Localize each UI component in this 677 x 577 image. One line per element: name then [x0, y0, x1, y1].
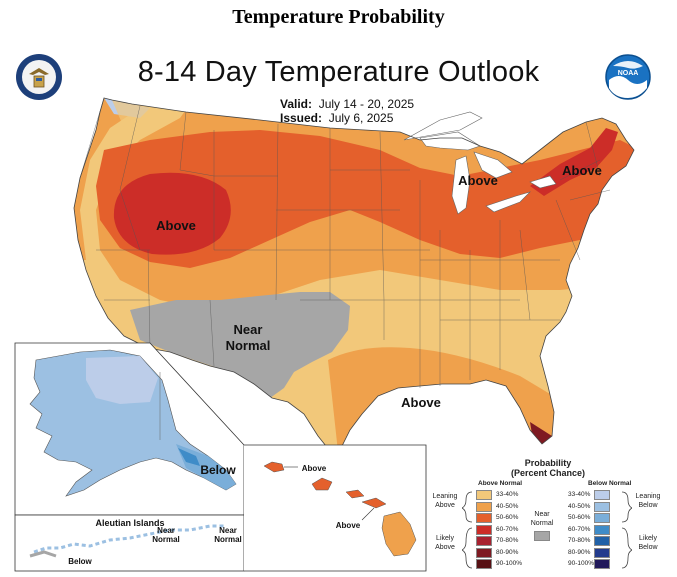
legend-above-brackets [462, 491, 473, 569]
legend-likely-above: Likely Above [435, 535, 455, 551]
legend-above-bin-label: 70-80% [496, 537, 519, 544]
legend-below-swatch [594, 524, 610, 535]
aleutian-inset: Aleutian Islands Near Normal Near Normal… [14, 514, 245, 572]
legend-below-bin-label: 90-100% [568, 560, 595, 567]
legend-above-swatch [476, 524, 492, 535]
legend-below-bin-label: 70-80% [568, 537, 591, 544]
label-west-above: Above [156, 218, 196, 233]
legend-below-swatch [594, 513, 610, 523]
legend-above-swatch [476, 547, 492, 558]
legend-below-swatch [594, 501, 610, 512]
hawaii-inset: Above Above [244, 444, 427, 572]
legend-leaning-above: Leaning Above [432, 493, 458, 509]
label-southwest-near: Near [234, 322, 263, 337]
label-aleutian-below: Below [68, 557, 92, 566]
legend-above-swatch [476, 490, 492, 500]
label-great-lakes-above: Above [458, 173, 498, 188]
legend-below-swatch [594, 559, 610, 569]
label-aleutian-near1-b: Normal [152, 535, 180, 544]
legend-above-bin-label: 40-50% [496, 502, 519, 510]
legend-above-bin-label: 33-40% [496, 491, 519, 498]
label-hawaii-above2: Above [336, 521, 361, 530]
label-aleutian-near2-b: Normal [214, 535, 242, 544]
map-title: 8-14 Day Temperature Outlook [137, 56, 540, 88]
legend-below-bin-label: 33-40% [568, 491, 591, 498]
legend-above-bin-label: 90-100% [496, 560, 523, 567]
valid-line: Valid: July 14 - 20, 2025 [280, 97, 415, 111]
page-header: Temperature Probability [232, 6, 445, 28]
legend-below-bin-label: 60-70% [568, 525, 591, 533]
legend-near-normal-label: Near Normal [530, 511, 554, 527]
legend-above-swatch [476, 513, 492, 523]
issued-line: Issued: July 6, 2025 [280, 111, 394, 125]
legend-above-swatch [476, 559, 492, 569]
legend-above-bin-label: 50-60% [496, 514, 519, 521]
noaa-logo: NOAA [605, 54, 651, 100]
legend-leaning-below: Leaning Below [635, 493, 661, 509]
legend-below-swatch [594, 490, 610, 500]
legend-below-swatch [594, 547, 610, 558]
label-alaska-below: Below [200, 463, 236, 477]
label-aleutian-near1-a: Near [157, 526, 175, 535]
svg-text:NOAA: NOAA [618, 70, 639, 77]
legend-below-swatch [594, 536, 610, 546]
label-southwest-normal: Normal [226, 338, 271, 353]
legend-below-brackets [621, 491, 632, 569]
label-aleutian-title: Aleutian Islands [95, 518, 164, 528]
legend-below-bin-label: 40-50% [568, 502, 591, 510]
legend-above-bin-label: 60-70% [496, 525, 519, 533]
label-gulf-above: Above [401, 395, 441, 410]
label-northeast-above: Above [562, 163, 602, 178]
legend-below-bin-label: 50-60% [568, 514, 591, 521]
legend-above-head: Above Normal [478, 480, 523, 487]
legend-below-head: Below Normal [588, 480, 632, 487]
legend-below-bin-label: 80-90% [568, 548, 591, 556]
legend-above-swatch [476, 536, 492, 546]
legend-title: Probability (Percent Chance) [510, 458, 586, 478]
label-hawaii-above1: Above [302, 464, 327, 473]
label-aleutian-near2-a: Near [219, 526, 237, 535]
legend-likely-below: Likely Below [638, 535, 658, 551]
legend: Probability (Percent Chance) Above Norma… [428, 450, 668, 574]
alaska-inset: Below [14, 342, 245, 516]
legend-above-swatch [476, 501, 492, 512]
legend-above-bin-label: 80-90% [496, 548, 519, 556]
legend-near-normal-swatch [534, 531, 550, 541]
commerce-seal-logo [16, 54, 62, 100]
